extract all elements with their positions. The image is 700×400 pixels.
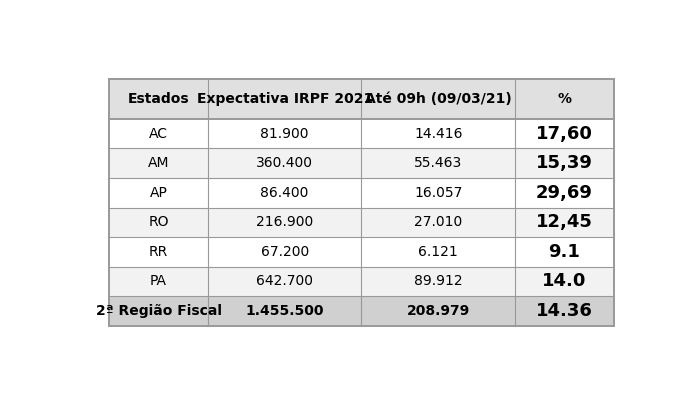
Text: 360.400: 360.400 <box>256 156 313 170</box>
Text: 29,69: 29,69 <box>536 184 593 202</box>
Bar <box>109 79 614 119</box>
Text: 16.057: 16.057 <box>414 186 463 200</box>
Text: 27.010: 27.010 <box>414 215 463 229</box>
Text: 14.36: 14.36 <box>536 302 593 320</box>
Text: 1.455.500: 1.455.500 <box>246 304 324 318</box>
Text: RO: RO <box>148 215 169 229</box>
Bar <box>109 208 614 237</box>
Text: AP: AP <box>150 186 167 200</box>
Text: 208.979: 208.979 <box>407 304 470 318</box>
Text: 81.900: 81.900 <box>260 127 309 141</box>
Text: Expectativa IRPF 2021: Expectativa IRPF 2021 <box>197 92 373 106</box>
Bar <box>109 237 614 267</box>
Bar <box>109 267 614 296</box>
Text: 12,45: 12,45 <box>536 213 593 231</box>
Text: 216.900: 216.900 <box>256 215 314 229</box>
Text: 89.912: 89.912 <box>414 274 463 288</box>
Bar <box>109 296 614 326</box>
Text: 6.121: 6.121 <box>419 245 458 259</box>
Text: 2ª Região Fiscal: 2ª Região Fiscal <box>96 304 222 318</box>
Text: 642.700: 642.700 <box>256 274 313 288</box>
Text: 86.400: 86.400 <box>260 186 309 200</box>
Text: Estados: Estados <box>127 92 190 106</box>
Bar <box>109 178 614 208</box>
Text: %: % <box>557 92 571 106</box>
Text: 14.416: 14.416 <box>414 127 463 141</box>
Text: 17,60: 17,60 <box>536 125 593 143</box>
Text: 14.0: 14.0 <box>542 272 587 290</box>
Text: AM: AM <box>148 156 169 170</box>
Bar <box>109 119 614 148</box>
Text: AC: AC <box>149 127 168 141</box>
Text: Até 09h (09/03/21): Até 09h (09/03/21) <box>365 92 512 106</box>
Text: 55.463: 55.463 <box>414 156 463 170</box>
Bar <box>109 148 614 178</box>
Text: 9.1: 9.1 <box>548 243 580 261</box>
Text: RR: RR <box>149 245 168 259</box>
Text: PA: PA <box>150 274 167 288</box>
Text: 67.200: 67.200 <box>260 245 309 259</box>
Text: 15,39: 15,39 <box>536 154 593 172</box>
